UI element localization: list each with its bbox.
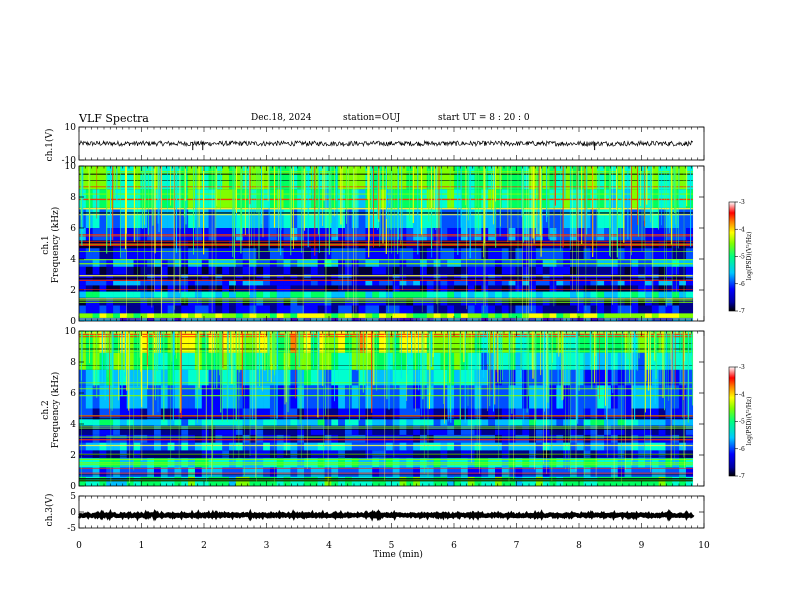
- y-tick-label: 0: [70, 482, 76, 492]
- x-tick-label: 7: [514, 541, 520, 551]
- colorbar-tick-label: -7: [739, 308, 745, 315]
- date-label: Dec.18, 2024: [251, 113, 312, 123]
- sferic-streaks: [80, 331, 693, 486]
- colorbar-tick-label: -5: [739, 254, 745, 261]
- ch1-colorbar: log(PSD)(V²/Hz) -3 -4 -5 -6 -7: [728, 199, 753, 315]
- y-tick-label: 8: [70, 358, 76, 368]
- x-tick-label: 2: [201, 541, 207, 551]
- y-tick-label: -5: [67, 524, 76, 534]
- y-tick-label: 6: [70, 224, 76, 234]
- x-tick-label: 9: [639, 541, 645, 551]
- y-tick-label: 10: [65, 327, 77, 337]
- x-tick-label: 8: [576, 541, 582, 551]
- ch2-colorbar-label: log(PSD)(V²/Hz): [746, 397, 753, 446]
- waveform-trace: [77, 508, 695, 522]
- colorbar-tick-label: -6: [739, 446, 745, 453]
- y-tick-label: -10: [62, 156, 77, 166]
- x-tick-label: 10: [698, 541, 710, 551]
- ch2-colorbar: log(PSD)(V²/Hz) -3 -4 -5 -6 -7: [728, 364, 753, 480]
- ch1-colorbar-label: log(PSD)(V²/Hz): [746, 232, 753, 281]
- ch2-spec-ylabel-top: ch.2: [41, 400, 51, 419]
- colorbar-tick-label: -4: [739, 226, 745, 233]
- colorbar-tick-label: -6: [739, 281, 745, 288]
- station-label: station=OUJ: [343, 113, 401, 123]
- colorbar-tick-label: -5: [739, 419, 745, 426]
- ch2-spectrogram-panel: 0 2 4 6 8 10: [65, 327, 705, 492]
- y-tick-label: 4: [70, 420, 76, 430]
- y-tick-label: 2: [70, 451, 76, 461]
- y-tick-label: 10: [65, 162, 77, 172]
- y-tick-label: 8: [70, 193, 76, 203]
- x-tick-label: 3: [264, 541, 270, 551]
- y-tick-label: 10: [65, 123, 77, 133]
- x-axis: 0 1 2 3 4 5 6 7 8 9 10: [76, 541, 710, 551]
- ch1-spectrogram-panel: 0 2 4 6 8 10: [65, 162, 705, 327]
- colorbar-tick-label: -3: [739, 364, 745, 371]
- ch1-spec-ylabel: Frequency (kHz): [50, 207, 61, 284]
- colorbar-tick-label: -4: [739, 391, 745, 398]
- waveform-trace: [78, 139, 694, 148]
- colorbar-tick-label: -7: [739, 473, 745, 480]
- y-tick-label: 6: [70, 389, 76, 399]
- ch1-spec-ylabel-top: ch.1: [41, 235, 51, 254]
- x-tick-label: 6: [451, 541, 457, 551]
- x-tick-label: 0: [76, 541, 82, 551]
- ch3-waveform-panel: 5 0 -5: [67, 492, 705, 534]
- x-axis-label: Time (min): [373, 549, 423, 560]
- y-tick-label: 2: [70, 286, 76, 296]
- x-tick-label: 4: [326, 541, 332, 551]
- y-tick-label: 0: [70, 508, 76, 518]
- ch1-waveform-panel: 10 -10: [62, 123, 705, 166]
- x-tick-label: 5: [389, 541, 395, 551]
- y-tick-label: 0: [70, 317, 76, 327]
- chart-title: VLF Spectra: [79, 112, 149, 125]
- sferic-streaks: [80, 166, 692, 321]
- y-tick-label: 4: [70, 255, 76, 265]
- y-tick-label: 5: [70, 492, 76, 502]
- ch1-ylabel: ch.1(V): [44, 129, 55, 162]
- ch2-spec-ylabel: Frequency (kHz): [50, 372, 61, 449]
- ch3-ylabel: ch.3(V): [44, 494, 55, 527]
- start-time-label: start UT = 8 : 20 : 0: [438, 113, 530, 123]
- x-tick-label: 1: [139, 541, 145, 551]
- colorbar-tick-label: -3: [739, 199, 745, 206]
